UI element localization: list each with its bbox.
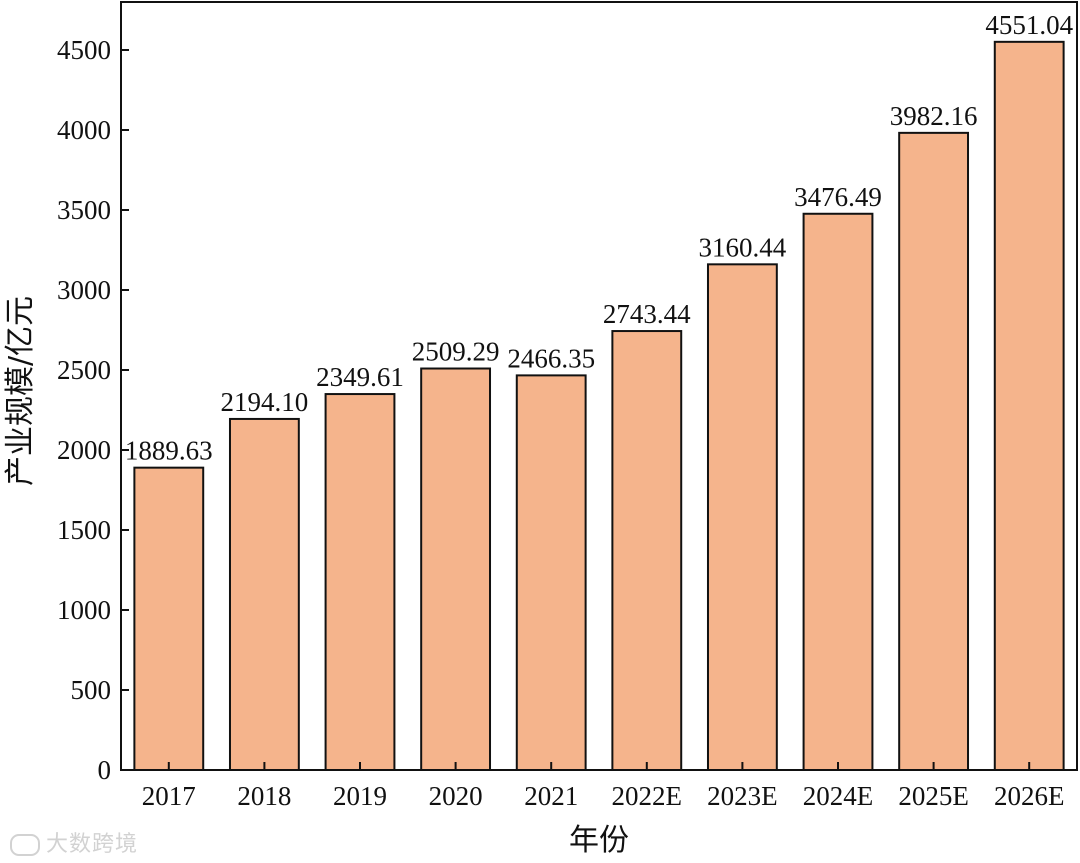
bar-2018 <box>228 417 300 771</box>
watermark-logo-icon <box>10 834 40 856</box>
x-tick-label: 2020 <box>429 781 483 811</box>
y-tick-label: 4500 <box>57 35 111 65</box>
y-tick-label: 500 <box>71 675 112 705</box>
x-tick-label: 2024E <box>803 781 874 811</box>
y-tick-label: 0 <box>98 755 112 785</box>
bar-2020 <box>420 367 492 771</box>
x-tick-label: 2017 <box>142 781 196 811</box>
watermark-text: 大数跨境 <box>46 832 139 857</box>
bar-2024E <box>802 212 874 771</box>
data-label-2021: 2466.35 <box>507 343 595 373</box>
bars-layer <box>133 40 1065 772</box>
x-tick-label: 2019 <box>333 781 387 811</box>
data-label-2019: 2349.61 <box>316 362 404 392</box>
bar-2026E <box>993 40 1065 771</box>
y-tick-label: 3500 <box>57 195 111 225</box>
data-label-2017: 1889.63 <box>125 436 213 466</box>
data-label-2022E: 2743.44 <box>603 299 691 329</box>
y-tick-label: 3000 <box>57 275 111 305</box>
data-label-2024E: 3476.49 <box>794 182 882 212</box>
bar-2021 <box>515 374 587 771</box>
x-axis-ticks: 2017 2018 2019 2020 2021 2022E 2023E 2024E 2025E… <box>142 762 1065 811</box>
bar-2017 <box>133 466 205 771</box>
bar-2023E <box>706 263 778 771</box>
x-tick-label: 2025E <box>898 781 969 811</box>
data-label-2018: 2194.10 <box>221 387 309 417</box>
y-tick-label: 2000 <box>57 435 111 465</box>
y-axis-ticks: 0 500 1000 1500 2000 2500 3000 3500 4000 4500 <box>57 35 129 785</box>
plot-frame <box>120 1 1078 771</box>
x-tick-label: 2022E <box>612 781 683 811</box>
x-axis-title: 年份 <box>569 823 629 858</box>
data-label-2025E: 3982.16 <box>890 101 978 131</box>
y-axis-title: 产业规模/亿元 <box>3 296 38 486</box>
bar-2025E <box>898 131 970 772</box>
bar-2019 <box>324 393 396 771</box>
x-tick-label: 2023E <box>707 781 778 811</box>
x-tick-label: 2018 <box>237 781 291 811</box>
data-label-2026E: 4551.04 <box>985 10 1073 40</box>
x-tick-label: 2026E <box>994 781 1065 811</box>
y-tick-label: 4000 <box>57 115 111 145</box>
x-tick-label: 2021 <box>524 781 578 811</box>
bar-2022E <box>611 330 683 771</box>
data-label-2020: 2509.29 <box>412 337 500 367</box>
y-tick-label: 1000 <box>57 595 111 625</box>
y-tick-label: 1500 <box>57 515 111 545</box>
y-tick-label: 2500 <box>57 355 111 385</box>
watermark: 大数跨境 <box>10 826 138 858</box>
data-label-2023E: 3160.44 <box>699 232 787 262</box>
